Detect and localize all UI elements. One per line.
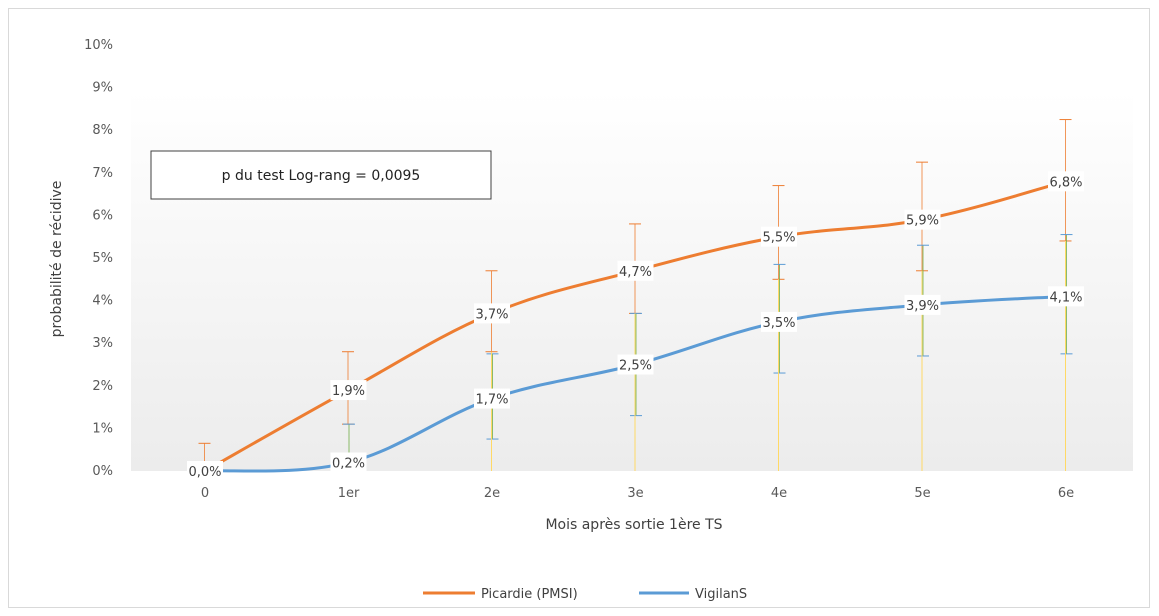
x-tick-label: 0 xyxy=(201,486,209,501)
y-tick-label: 8% xyxy=(92,123,113,138)
x-tick-label: 2e xyxy=(484,486,500,501)
line-chart: 0% 1% 2% 3% 4% 5% 6% 7% 8% 9% 10% 0 1er 2e 3e 4e 5e 6e 0… xyxy=(49,38,1133,602)
annotation-text: p du test Log-rang = 0,0095 xyxy=(222,168,421,184)
y-tick-label: 3% xyxy=(92,336,113,351)
data-label: 1,9% xyxy=(332,384,365,399)
annotation-box: p du test Log-rang = 0,0095 xyxy=(150,150,492,200)
data-label-box xyxy=(187,461,223,481)
data-label-box xyxy=(761,311,797,332)
y-tick-label: 4% xyxy=(92,294,113,309)
legend: Picardie (PMSI) VigilanS xyxy=(423,587,747,602)
data-label-box xyxy=(474,388,510,409)
data-label-box xyxy=(1048,171,1084,192)
x-axis-ticks: 0 1er 2e 3e 4e 5e 6e xyxy=(201,486,1074,501)
data-label-box xyxy=(617,354,654,375)
data-label: 3,7% xyxy=(475,307,508,322)
x-tick-label: 3e xyxy=(627,486,643,501)
y-axis-title: probabilité de récidive xyxy=(49,181,65,338)
y-axis-ticks: 0% 1% 2% 3% 4% 5% 6% 7% 8% 9% 10% xyxy=(84,38,113,479)
data-label: 0,0% xyxy=(188,465,221,480)
data-label: 6,8% xyxy=(1049,175,1082,190)
data-label: 5,9% xyxy=(906,214,939,229)
data-label-box xyxy=(761,226,797,247)
data-label-box xyxy=(904,209,941,230)
data-label-box xyxy=(904,294,941,315)
data-labels: 0,0% 1,9% 3,7% 4,7% 5,5% 5,9% 6,8% 0,2% 1,7% 2,5%… xyxy=(187,171,1084,481)
x-tick-label: 1er xyxy=(338,486,360,501)
data-label: 5,5% xyxy=(762,231,795,246)
data-label-box xyxy=(330,380,367,401)
x-tick-label: 5e xyxy=(914,486,930,501)
data-label: 2,5% xyxy=(619,359,652,374)
data-label: 3,9% xyxy=(906,299,939,314)
y-tick-label: 1% xyxy=(92,421,113,436)
data-label: 4,7% xyxy=(619,265,652,280)
y-tick-label: 2% xyxy=(92,379,113,394)
data-label: 0,2% xyxy=(332,456,365,471)
data-label-box xyxy=(330,452,367,473)
data-label-box xyxy=(617,260,654,281)
data-label-box xyxy=(1048,286,1084,307)
y-tick-label: 6% xyxy=(92,208,113,223)
x-tick-label: 6e xyxy=(1058,486,1074,501)
y-tick-label: 7% xyxy=(92,166,113,181)
legend-label-picardie: Picardie (PMSI) xyxy=(481,587,578,602)
data-label-box xyxy=(474,303,510,324)
y-tick-label: 0% xyxy=(92,464,113,479)
y-tick-label: 9% xyxy=(92,81,113,96)
y-tick-label: 10% xyxy=(84,38,113,53)
data-label: 3,5% xyxy=(762,316,795,331)
plot-area-background xyxy=(131,91,1133,471)
x-axis-title: Mois après sortie 1ère TS xyxy=(545,517,722,533)
legend-label-vigilans: VigilanS xyxy=(695,587,747,602)
y-tick-label: 5% xyxy=(92,251,113,266)
chart-frame: 0% 1% 2% 3% 4% 5% 6% 7% 8% 9% 10% 0 1er 2e 3e 4e 5e 6e 0… xyxy=(8,8,1150,608)
x-tick-label: 4e xyxy=(771,486,787,501)
data-label: 1,7% xyxy=(475,393,508,408)
data-label: 4,1% xyxy=(1049,290,1082,305)
